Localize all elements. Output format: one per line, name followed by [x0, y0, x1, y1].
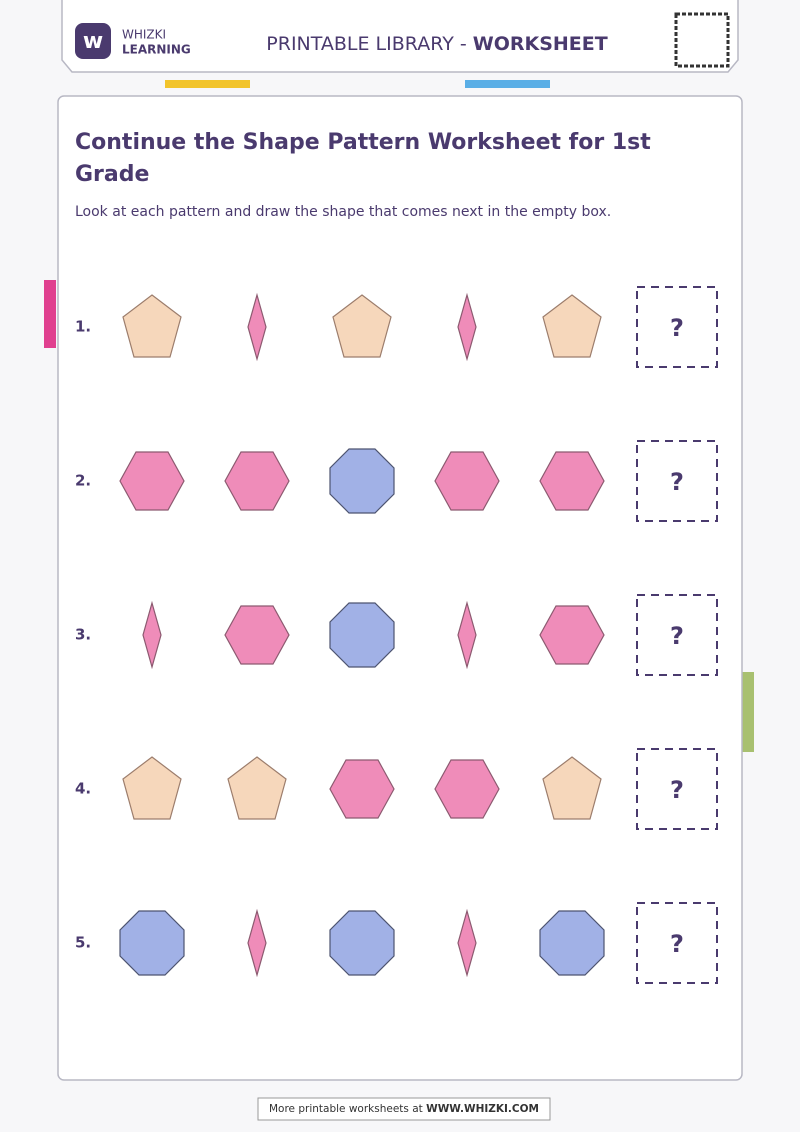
row-number: 3. — [75, 626, 91, 644]
pentagon — [542, 294, 602, 358]
hexagon — [119, 451, 185, 511]
hexagon — [224, 451, 290, 511]
answer-mark: ? — [670, 314, 684, 342]
rhombus — [457, 292, 477, 362]
footer-text: More printable worksheets at — [269, 1103, 423, 1115]
rhombus — [457, 908, 477, 978]
answer-mark: ? — [670, 776, 684, 804]
row-number: 1. — [75, 318, 91, 336]
qr-code — [674, 12, 730, 68]
footer-box — [257, 1097, 551, 1121]
rhombus — [142, 600, 162, 670]
hexagon — [434, 759, 500, 819]
answer-box — [636, 748, 718, 830]
pentagon — [542, 756, 602, 820]
kind-label: WORKSHEET — [473, 33, 608, 55]
answer-box — [636, 440, 718, 522]
brand-bottom: LEARNING — [122, 43, 191, 57]
row-number: 4. — [75, 780, 91, 798]
answer-box — [636, 902, 718, 984]
logo — [75, 23, 111, 59]
pentagon — [122, 756, 182, 820]
pentagon — [122, 294, 182, 358]
octagon — [329, 910, 395, 976]
answer-box — [636, 286, 718, 368]
hexagon — [539, 451, 605, 511]
octagon — [329, 448, 395, 514]
header-title: PRINTABLE LIBRARY - WORKSHEET — [266, 33, 607, 55]
octagon — [329, 602, 395, 668]
answer-mark: ? — [670, 930, 684, 958]
answer-mark: ? — [670, 468, 684, 496]
title-line1: Continue the Shape Pattern Worksheet for… — [75, 130, 651, 155]
logo-mark: w — [83, 29, 103, 54]
header-frame — [61, 0, 739, 73]
hexagon — [329, 759, 395, 819]
row-number: 2. — [75, 472, 91, 490]
rhombus — [247, 908, 267, 978]
rhombus — [247, 292, 267, 362]
stripes — [44, 80, 754, 752]
answer-box — [636, 594, 718, 676]
answer-mark: ? — [670, 622, 684, 650]
footer: More printable worksheets at WWW.WHIZKI.… — [269, 1103, 539, 1115]
brand-top: WHIZKI — [122, 28, 166, 42]
hexagon — [434, 451, 500, 511]
pentagon — [332, 294, 392, 358]
octagon — [119, 910, 185, 976]
pattern-rows: 1. ? 2. ? 3. ? 4. ? 5.? — [75, 286, 718, 984]
instructions: Look at each pattern and draw the shape … — [75, 204, 611, 220]
hexagon — [539, 605, 605, 665]
hexagon — [224, 605, 290, 665]
title-line2: Grade — [75, 162, 149, 187]
footer-site: WWW.WHIZKI.COM — [426, 1103, 539, 1115]
octagon — [539, 910, 605, 976]
row-number: 5. — [75, 934, 91, 952]
library-label: PRINTABLE LIBRARY - — [266, 33, 466, 55]
pentagon — [227, 756, 287, 820]
rhombus — [457, 600, 477, 670]
